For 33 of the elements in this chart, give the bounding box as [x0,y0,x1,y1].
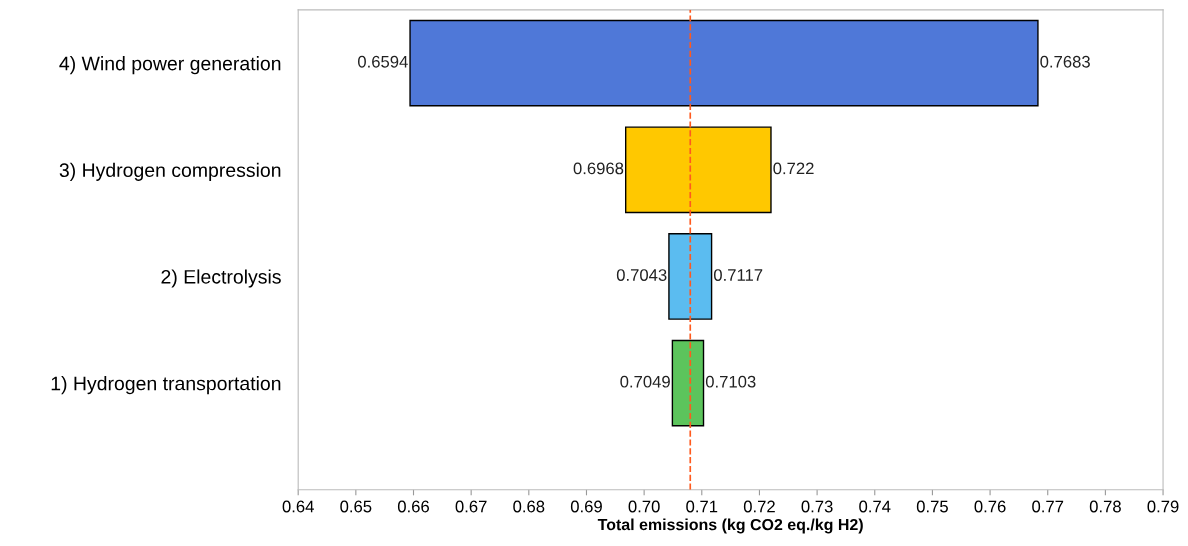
annotation: 0.7049 [620,375,670,388]
y-tick-label: 3) Hydrogen compression [59,162,281,181]
bar [671,339,705,427]
y-tick-label: 1) Hydrogen transportation [51,376,281,395]
annotation: 0.6968 [573,162,624,175]
bar [409,19,1039,107]
bar [624,126,772,214]
x-axis-title: Total emissions (kg CO2 eq./kg H2) [597,518,863,534]
x-tick-label: 0.74 [859,500,891,513]
x-tick-label: 0.70 [628,500,660,513]
annotation: 0.7117 [713,269,763,281]
x-tick-label: 0.76 [974,500,1006,513]
x-tick-label: 0.68 [513,500,545,513]
x-tick-label: 0.79 [1147,500,1179,513]
x-tick-label: 0.77 [1032,500,1064,513]
y-tick-label: 4) Wind power generation [59,56,281,75]
annotation: 0.7103 [705,375,756,388]
bar [668,233,713,320]
x-tick-label: 0.78 [1089,500,1121,513]
x-tick-label: 0.66 [397,500,429,513]
x-tick-label: 0.73 [801,500,833,513]
annotation: 0.7683 [1040,55,1090,68]
x-tick-label: 0.67 [455,500,487,513]
annotation: 0.6594 [357,55,408,68]
x-tick-label: 0.69 [570,500,602,513]
annotation: 0.722 [773,162,814,175]
x-tick-label: 0.72 [743,500,775,513]
x-tick-label: 0.75 [916,500,948,513]
x-tick-label: 0.65 [340,500,372,513]
x-tick-label: 0.64 [282,500,314,513]
y-tick-label: 2) Electrolysis [161,269,281,288]
x-tick-label: 0.71 [686,500,718,513]
annotation: 0.7043 [616,269,667,281]
